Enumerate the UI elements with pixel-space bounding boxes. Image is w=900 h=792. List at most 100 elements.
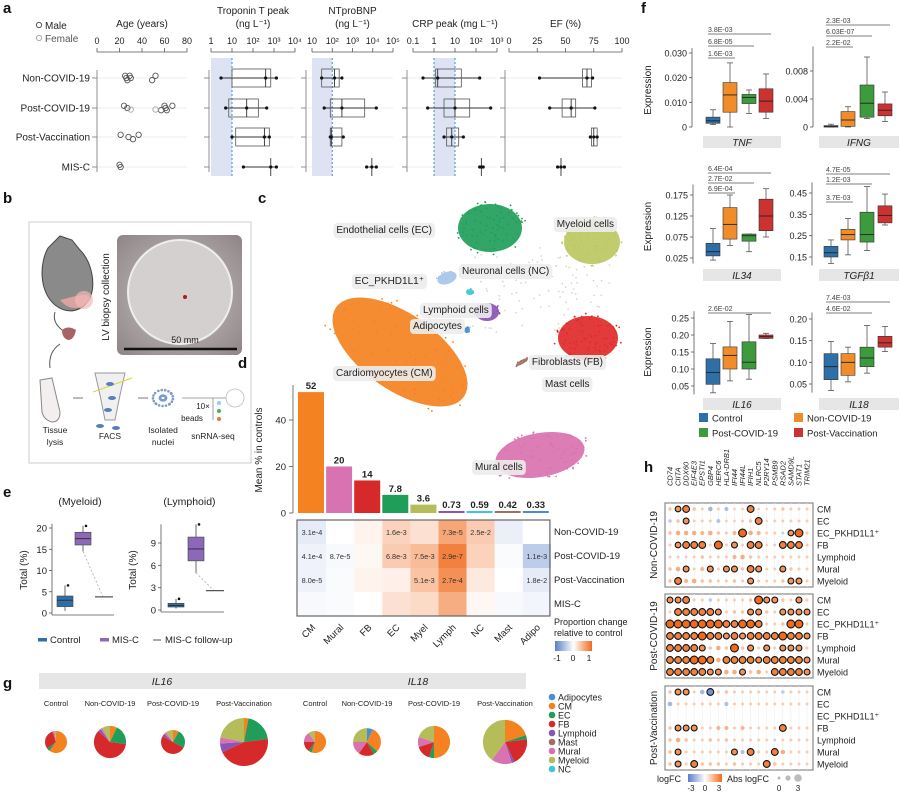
droplet-icon xyxy=(225,388,245,408)
umap-point xyxy=(561,242,563,245)
umap-point xyxy=(407,326,410,328)
nucleus-dot xyxy=(152,394,155,397)
x-tick-label: 10 xyxy=(227,36,237,46)
dot-mark xyxy=(684,762,688,766)
umap-point xyxy=(565,301,567,304)
umap-point xyxy=(457,236,460,239)
nucleus-dot xyxy=(163,388,167,392)
dot-mark xyxy=(786,656,795,664)
umap-point xyxy=(515,311,517,314)
x-tick-label: 10³ xyxy=(490,36,503,46)
dot-mark xyxy=(786,668,795,676)
dot-mark xyxy=(787,608,795,616)
dot-mark xyxy=(741,702,745,706)
dot-mark xyxy=(786,632,795,640)
legend-dot xyxy=(548,747,556,755)
data-point xyxy=(340,106,344,110)
p-value-label: 7.4E-03 xyxy=(826,295,851,302)
dot-mark xyxy=(692,567,696,571)
dot-mark xyxy=(722,656,731,664)
dot-mark xyxy=(682,517,690,525)
box xyxy=(741,341,757,370)
heatmap-row-label: Post-COVID-19 xyxy=(554,551,620,562)
umap-point xyxy=(560,457,563,460)
umap-point xyxy=(502,280,504,283)
dot-mark xyxy=(797,555,801,559)
box xyxy=(741,94,757,104)
legend-tick: 3 xyxy=(796,784,801,792)
dot-mark xyxy=(674,577,683,585)
umap-point xyxy=(524,475,526,478)
dot-mark xyxy=(682,668,691,676)
y-tick-label: 0.15 xyxy=(671,348,689,358)
dot-mark xyxy=(797,519,801,523)
legend-dot xyxy=(548,756,556,764)
dot-mark xyxy=(708,506,713,512)
gene-column-label: STAT1 xyxy=(794,464,803,486)
dot-mark xyxy=(779,644,787,652)
bar-mural xyxy=(326,466,353,513)
umap-point xyxy=(581,340,583,342)
umap-point xyxy=(416,314,419,317)
umap-point xyxy=(547,434,550,437)
umap-point xyxy=(474,256,476,259)
dot-mark xyxy=(795,541,803,549)
y-tick-label: 0 xyxy=(151,606,156,617)
umap-point xyxy=(518,219,521,222)
umap-point xyxy=(619,341,622,344)
pie-slice-mural xyxy=(220,737,244,744)
legend-label: Control xyxy=(50,635,81,646)
umap-point xyxy=(580,315,583,318)
umap-point xyxy=(466,291,469,294)
umap-point xyxy=(615,254,617,257)
umap-point xyxy=(549,467,552,470)
dot-mark xyxy=(675,566,681,572)
reference-band xyxy=(312,58,333,176)
dot-mark xyxy=(778,656,787,664)
umap-point xyxy=(461,214,464,217)
box xyxy=(823,246,839,258)
heatmap-cell xyxy=(298,520,327,544)
dot-mark xyxy=(708,702,712,706)
umap-point xyxy=(533,297,535,300)
umap-point xyxy=(582,446,585,449)
umap-point xyxy=(506,444,509,446)
umap-point xyxy=(498,298,501,301)
gene-label: TGFβ1 xyxy=(843,271,874,282)
heatmap-cell xyxy=(382,520,411,544)
heatmap-annotation: 8.0e-5 xyxy=(302,576,323,585)
umap-point xyxy=(567,308,569,311)
umap-point xyxy=(381,297,384,300)
dot-mark xyxy=(805,579,809,583)
umap-point xyxy=(566,332,568,335)
x-tick-label: 40 xyxy=(137,36,147,46)
pie-slice-cm xyxy=(173,730,179,742)
pie-slice-lymphoid xyxy=(98,728,110,742)
heatmap-cell xyxy=(326,568,355,592)
dot-mark xyxy=(668,555,672,559)
dot-mark xyxy=(683,530,689,536)
dot-mark xyxy=(770,656,779,664)
heatmap-cell xyxy=(522,592,551,616)
umap-point xyxy=(571,243,574,246)
bar-value-label: 52 xyxy=(306,381,317,392)
umap-point xyxy=(343,318,346,321)
umap-point xyxy=(474,220,476,222)
dot-mark xyxy=(773,726,777,730)
nucleus-dot xyxy=(157,404,161,407)
pie-slice-mural xyxy=(353,742,367,754)
dot-mark xyxy=(805,507,809,511)
dot-mark xyxy=(708,726,712,730)
umap-point xyxy=(465,331,468,334)
condition-label: Post-COVID-19 xyxy=(649,601,660,671)
dot-mark xyxy=(795,656,803,664)
data-point xyxy=(555,165,560,169)
umap-point xyxy=(587,349,590,352)
cluster-label-bg xyxy=(542,377,593,392)
umap-point xyxy=(480,280,482,283)
pie-slice-mural xyxy=(303,733,315,742)
dot-mark xyxy=(724,738,729,742)
umap-point xyxy=(498,294,501,297)
data-point xyxy=(340,76,344,80)
dot-mark xyxy=(780,749,786,755)
